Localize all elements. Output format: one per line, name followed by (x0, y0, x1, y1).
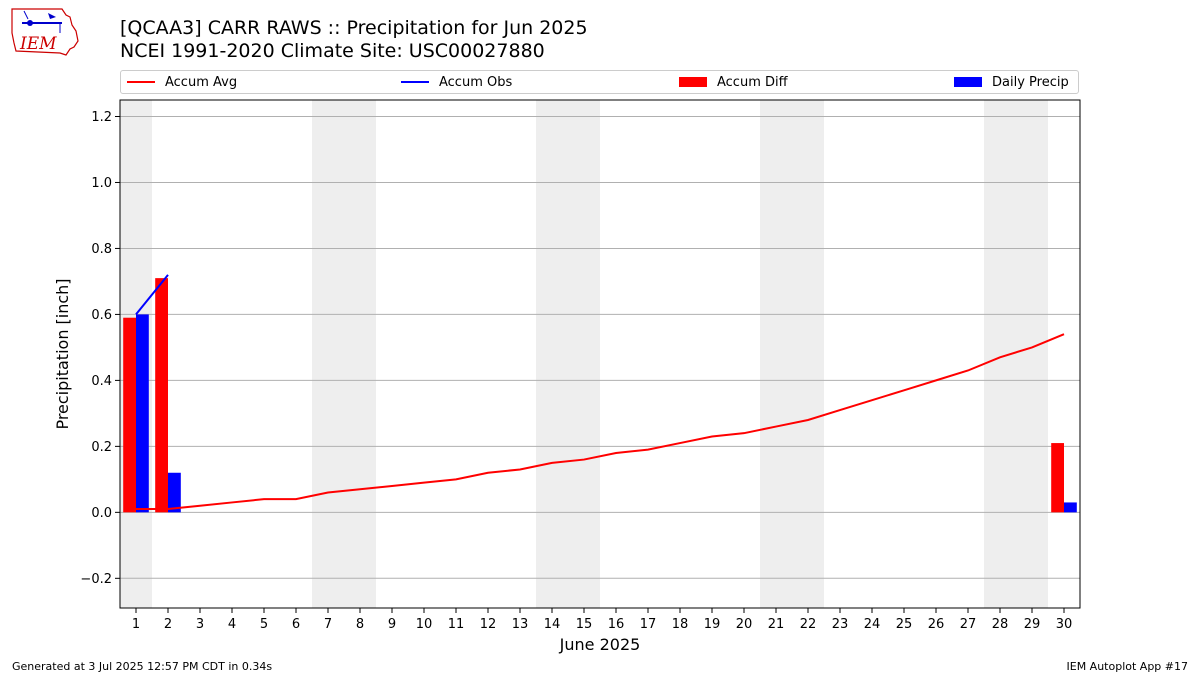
svg-text:IEM: IEM (19, 34, 57, 54)
weekend-band-day-29 (1016, 100, 1048, 608)
plot-frame (119, 99, 1081, 609)
weekend-shading (120, 100, 1048, 608)
y-axis-label: Precipitation [inch] (53, 278, 72, 429)
y-tick-label: 1.2 (91, 110, 112, 125)
y-tick-label: 0.4 (91, 374, 112, 389)
weekend-band-day-7 (312, 100, 344, 608)
legend-item-accum-avg: Accum Avg (127, 71, 237, 93)
x-tick-label: 8 (356, 617, 364, 632)
x-tick-label: 26 (928, 617, 945, 632)
legend-swatch-accum-diff (679, 77, 707, 87)
x-tick-label: 12 (480, 617, 497, 632)
y-tick-label: 1.0 (91, 176, 112, 191)
x-tick-label: 20 (736, 617, 753, 632)
x-axis-ticks: 1 2 3 4 5 6 7 8 9 10 11 12 13 14 15 16 17 18 19 20 21 22 23 24 2… (132, 608, 1072, 632)
x-tick-label: 21 (768, 617, 785, 632)
line-accum-avg (136, 333, 1065, 511)
legend-label-accum-diff: Accum Diff (717, 74, 788, 90)
x-tick-label: 7 (324, 617, 332, 632)
x-tick-label: 9 (388, 617, 396, 632)
y-tick-label: 0.0 (91, 506, 112, 521)
x-tick-label: 6 (292, 617, 300, 632)
x-tick-label: 22 (800, 617, 817, 632)
line-accum-obs (135, 274, 169, 316)
x-tick-label: 23 (832, 617, 849, 632)
bar-accum-diff-day-30 (1051, 443, 1064, 513)
weekend-band-day-8 (344, 100, 376, 608)
y-tick-label: 0.2 (91, 440, 112, 455)
weekend-band-day-21 (760, 100, 792, 608)
y-tick-label: −0.2 (80, 572, 112, 587)
x-tick-label: 3 (196, 617, 204, 632)
weekend-band-day-15 (568, 100, 600, 608)
legend-label-accum-obs: Accum Obs (439, 74, 513, 90)
x-tick-label: 30 (1056, 617, 1073, 632)
legend-item-daily-precip: Daily Precip (954, 71, 1069, 93)
x-tick-label: 17 (640, 617, 657, 632)
legend-swatch-accum-avg (127, 81, 155, 83)
legend: Accum Avg Accum Obs Accum Diff Daily Pre… (120, 70, 1079, 94)
legend-swatch-daily-precip (954, 77, 982, 87)
x-tick-label: 28 (992, 617, 1009, 632)
bars (123, 278, 1077, 513)
x-tick-label: 11 (448, 617, 465, 632)
x-tick-label: 27 (960, 617, 977, 632)
weekend-band-day-14 (536, 100, 568, 608)
x-tick-label: 5 (260, 617, 268, 632)
legend-label-daily-precip: Daily Precip (992, 74, 1069, 90)
legend-item-accum-diff: Accum Diff (679, 71, 788, 93)
x-tick-label: 10 (416, 617, 433, 632)
y-gridlines (120, 115, 1080, 579)
x-axis-label: June 2025 (559, 635, 641, 654)
chart-subtitle: NCEI 1991-2020 Climate Site: USC00027880 (120, 40, 545, 62)
bar-daily-precip-day-1 (136, 314, 149, 513)
x-tick-label: 1 (132, 617, 140, 632)
x-tick-label: 16 (608, 617, 625, 632)
weekend-band-day-22 (792, 100, 824, 608)
chart-title: [QCAA3] CARR RAWS :: Precipitation for J… (120, 17, 588, 39)
x-tick-label: 19 (704, 617, 721, 632)
iem-logo: IEM (11, 8, 79, 56)
bar-daily-precip-day-2 (168, 472, 181, 513)
bar-accum-diff-day-1 (123, 317, 136, 513)
bar-accum-diff-day-2 (155, 278, 168, 513)
y-tick-label: 0.8 (91, 242, 112, 257)
x-tick-label: 2 (164, 617, 172, 632)
y-axis-ticks: −0.2 0.0 0.2 0.4 0.6 0.8 1.0 1.2 (80, 110, 120, 587)
x-tick-label: 24 (864, 617, 881, 632)
legend-swatch-accum-obs (401, 81, 429, 83)
x-tick-label: 13 (512, 617, 529, 632)
legend-item-accum-obs: Accum Obs (401, 71, 512, 93)
x-tick-label: 25 (896, 617, 913, 632)
bar-daily-precip-day-30 (1064, 502, 1077, 513)
footer-app: IEM Autoplot App #17 (1066, 660, 1189, 673)
x-tick-label: 18 (672, 617, 689, 632)
legend-label-accum-avg: Accum Avg (165, 74, 238, 90)
series-lines (135, 274, 1065, 511)
x-tick-label: 14 (544, 617, 561, 632)
x-tick-label: 29 (1024, 617, 1041, 632)
y-tick-label: 0.6 (91, 308, 112, 323)
x-tick-label: 4 (228, 617, 236, 632)
footer-generated: Generated at 3 Jul 2025 12:57 PM CDT in … (12, 660, 273, 673)
x-tick-label: 15 (576, 617, 593, 632)
